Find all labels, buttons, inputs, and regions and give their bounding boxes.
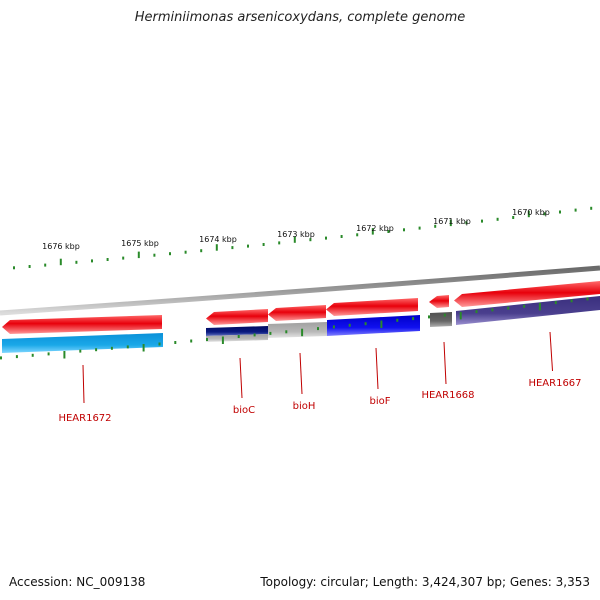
accession-text: Accession: NC_009138 <box>9 575 146 589</box>
gene-arrow-biof[interactable] <box>326 298 418 316</box>
genome-summary: Topology: circular; Length: 3,424,307 bp… <box>260 575 590 589</box>
gene-arrow-hear1672[interactable] <box>2 315 162 334</box>
category-bar-hear1672 <box>2 333 163 353</box>
ruler-label: 1671 kbp <box>433 217 471 226</box>
gene-label[interactable]: HEAR1672 <box>58 413 111 424</box>
category-bar-hear1668 <box>430 312 452 327</box>
gene-leader-line <box>239 357 243 399</box>
gene-arrow-hear1668[interactable] <box>429 295 449 308</box>
category-bar-hear1667 <box>456 296 600 325</box>
category-bar-bioh <box>268 322 327 338</box>
genome-backbone <box>0 265 600 316</box>
category-bar-biof <box>327 315 420 336</box>
outer-tick-track <box>13 206 593 270</box>
ruler-label: 1676 kbp <box>42 242 80 251</box>
gene-arrow-bioc[interactable] <box>206 309 268 325</box>
ruler-labels: 1676 kbp 1675 kbp 1674 kbp 1673 kbp 1672 kbp… <box>42 208 550 251</box>
ruler-label: 1675 kbp <box>121 239 159 248</box>
gene-label[interactable]: bioH <box>293 401 316 412</box>
gene-label[interactable]: bioC <box>233 405 255 416</box>
category-bar-bioc-top <box>206 326 268 336</box>
ruler-label: 1672 kbp <box>356 224 394 233</box>
inner-tick-track <box>0 297 589 360</box>
gene-arrow-hear1667[interactable] <box>454 281 600 307</box>
ruler-label: 1670 kbp <box>512 208 550 217</box>
ruler-label: 1673 kbp <box>277 230 315 239</box>
gene-label[interactable]: bioF <box>370 396 391 407</box>
forward-strand-genes <box>2 281 600 334</box>
gene-arrow-bioh[interactable] <box>268 305 326 321</box>
gene-leader-line <box>299 352 303 395</box>
ruler-label: 1674 kbp <box>199 235 237 244</box>
gene-label[interactable]: HEAR1667 <box>528 378 581 389</box>
gene-leader-line <box>549 331 553 372</box>
gene-leader-line <box>82 364 85 404</box>
gene-leader-line <box>443 341 447 385</box>
gene-labels: HEAR1672 bioC bioH bioF HEAR1668 HEAR1667 <box>58 331 582 424</box>
gene-label[interactable]: HEAR1668 <box>421 390 474 401</box>
map-title: Herminiimonas arsenicoxydans, complete g… <box>134 10 466 25</box>
category-bar-bioc <box>206 334 268 342</box>
gene-leader-line <box>375 347 379 390</box>
